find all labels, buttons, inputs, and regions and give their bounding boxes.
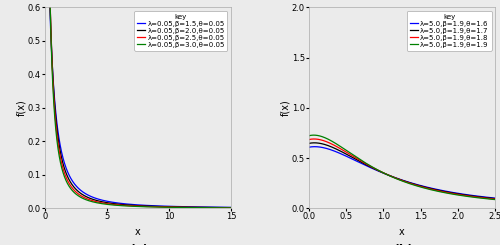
- λ=5.0,β=1.9,θ=1.8: [386, 174, 392, 177]
- λ=5.0,β=1.9,θ=1.7: [492, 197, 498, 200]
- Line: λ=0.05,β=2.5,θ=0.05: λ=0.05,β=2.5,θ=0.05: [45, 0, 231, 208]
- λ=0.05,β=3.0,θ=0.05: [74, 194, 80, 196]
- λ=5.0,β=1.9,θ=1.8: [468, 195, 474, 198]
- λ=5.0,β=1.9,θ=1.7: [386, 174, 392, 177]
- λ=5.0,β=1.9,θ=1.8: [488, 197, 494, 200]
- λ=0.05,β=1.5,θ=0.05: [228, 206, 234, 209]
- λ=0.05,β=2.0,θ=0.05: [63, 172, 69, 175]
- λ=5.0,β=1.9,θ=1.7: [338, 150, 344, 153]
- Legend: λ=0.05,β=1.5,θ=0.05, λ=0.05,β=2.0,θ=0.05, λ=0.05,β=2.5,θ=0.05, λ=0.05,β=3.0,θ=0.: λ=0.05,β=1.5,θ=0.05, λ=0.05,β=2.0,θ=0.05…: [134, 11, 228, 50]
- λ=5.0,β=1.9,θ=1.9: [338, 146, 344, 148]
- λ=5.0,β=1.9,θ=1.6: [492, 197, 498, 200]
- λ=0.05,β=2.0,θ=0.05: [122, 203, 128, 206]
- λ=0.05,β=2.5,θ=0.05: [228, 206, 234, 209]
- λ=0.05,β=3.0,θ=0.05: [204, 206, 210, 209]
- λ=5.0,β=1.9,θ=1.6: [386, 174, 392, 177]
- λ=5.0,β=1.9,θ=1.9: [468, 196, 474, 198]
- λ=0.05,β=3.0,θ=0.05: [122, 204, 128, 207]
- λ=0.05,β=2.5,θ=0.05: [74, 192, 80, 195]
- λ=5.0,β=1.9,θ=1.6: [312, 145, 318, 148]
- Legend: λ=5.0,β=1.9,θ=1.6, λ=5.0,β=1.9,θ=1.7, λ=5.0,β=1.9,θ=1.8, λ=5.0,β=1.9,θ=1.9: λ=5.0,β=1.9,θ=1.6, λ=5.0,β=1.9,θ=1.7, λ=…: [407, 11, 492, 50]
- λ=0.05,β=2.5,θ=0.05: [122, 204, 128, 207]
- λ=5.0,β=1.9,θ=1.8: [492, 198, 498, 201]
- λ=0.05,β=2.0,θ=0.05: [74, 189, 80, 192]
- Line: λ=5.0,β=1.9,θ=1.6: λ=5.0,β=1.9,θ=1.6: [309, 147, 495, 198]
- λ=0.05,β=2.5,θ=0.05: [114, 203, 119, 206]
- λ=5.0,β=1.9,θ=1.9: [378, 170, 384, 173]
- λ=0.05,β=3.0,θ=0.05: [114, 204, 119, 207]
- λ=0.05,β=1.5,θ=0.05: [63, 167, 69, 170]
- λ=5.0,β=1.9,θ=1.9: [328, 139, 334, 142]
- λ=5.0,β=1.9,θ=1.6: [306, 146, 312, 149]
- λ=5.0,β=1.9,θ=1.8: [306, 138, 312, 141]
- λ=5.0,β=1.9,θ=1.9: [488, 198, 494, 201]
- Line: λ=0.05,β=3.0,θ=0.05: λ=0.05,β=3.0,θ=0.05: [45, 0, 231, 208]
- λ=5.0,β=1.9,θ=1.7: [312, 141, 318, 144]
- λ=5.0,β=1.9,θ=1.7: [378, 170, 384, 173]
- λ=5.0,β=1.9,θ=1.7: [468, 195, 474, 197]
- λ=5.0,β=1.9,θ=1.7: [328, 145, 334, 148]
- λ=5.0,β=1.9,θ=1.7: [488, 197, 494, 200]
- λ=0.05,β=1.5,θ=0.05: [74, 186, 80, 189]
- λ=0.05,β=2.0,θ=0.05: [224, 206, 230, 209]
- X-axis label: x: x: [399, 227, 405, 237]
- X-axis label: x: x: [135, 227, 141, 237]
- λ=0.05,β=1.5,θ=0.05: [122, 202, 128, 205]
- λ=0.05,β=1.5,θ=0.05: [204, 206, 210, 208]
- Line: λ=5.0,β=1.9,θ=1.8: λ=5.0,β=1.9,θ=1.8: [309, 139, 495, 199]
- λ=5.0,β=1.9,θ=1.6: [378, 171, 384, 173]
- λ=0.05,β=2.0,θ=0.05: [114, 202, 119, 205]
- λ=0.05,β=3.0,θ=0.05: [63, 180, 69, 183]
- λ=0.05,β=2.0,θ=0.05: [204, 206, 210, 209]
- Y-axis label: f(x): f(x): [16, 99, 26, 116]
- λ=5.0,β=1.9,θ=1.8: [338, 148, 344, 151]
- λ=5.0,β=1.9,θ=1.9: [311, 134, 317, 137]
- Line: λ=5.0,β=1.9,θ=1.9: λ=5.0,β=1.9,θ=1.9: [309, 135, 495, 200]
- λ=5.0,β=1.9,θ=1.6: [468, 194, 474, 197]
- λ=5.0,β=1.9,θ=1.7: [306, 142, 312, 145]
- λ=5.0,β=1.9,θ=1.8: [311, 137, 317, 140]
- Line: λ=0.05,β=2.0,θ=0.05: λ=0.05,β=2.0,θ=0.05: [45, 0, 231, 208]
- λ=0.05,β=2.5,θ=0.05: [63, 176, 69, 179]
- λ=0.05,β=2.5,θ=0.05: [224, 206, 230, 209]
- λ=5.0,β=1.9,θ=1.6: [338, 152, 344, 155]
- λ=0.05,β=1.5,θ=0.05: [114, 201, 119, 204]
- λ=0.05,β=2.0,θ=0.05: [228, 206, 234, 209]
- Y-axis label: f(x): f(x): [280, 99, 290, 116]
- λ=5.0,β=1.9,θ=1.8: [328, 142, 334, 145]
- λ=5.0,β=1.9,θ=1.9: [386, 174, 392, 177]
- λ=5.0,β=1.9,θ=1.9: [492, 198, 498, 201]
- λ=5.0,β=1.9,θ=1.6: [488, 196, 494, 199]
- Line: λ=0.05,β=1.5,θ=0.05: λ=0.05,β=1.5,θ=0.05: [45, 0, 231, 207]
- λ=5.0,β=1.9,θ=1.8: [378, 170, 384, 173]
- λ=5.0,β=1.9,θ=1.6: [328, 148, 334, 151]
- λ=0.05,β=1.5,θ=0.05: [224, 206, 230, 209]
- Line: λ=5.0,β=1.9,θ=1.7: λ=5.0,β=1.9,θ=1.7: [309, 143, 495, 199]
- λ=0.05,β=3.0,θ=0.05: [224, 206, 230, 209]
- λ=0.05,β=2.5,θ=0.05: [204, 206, 210, 209]
- λ=0.05,β=3.0,θ=0.05: [228, 206, 234, 209]
- λ=5.0,β=1.9,θ=1.9: [306, 134, 312, 137]
